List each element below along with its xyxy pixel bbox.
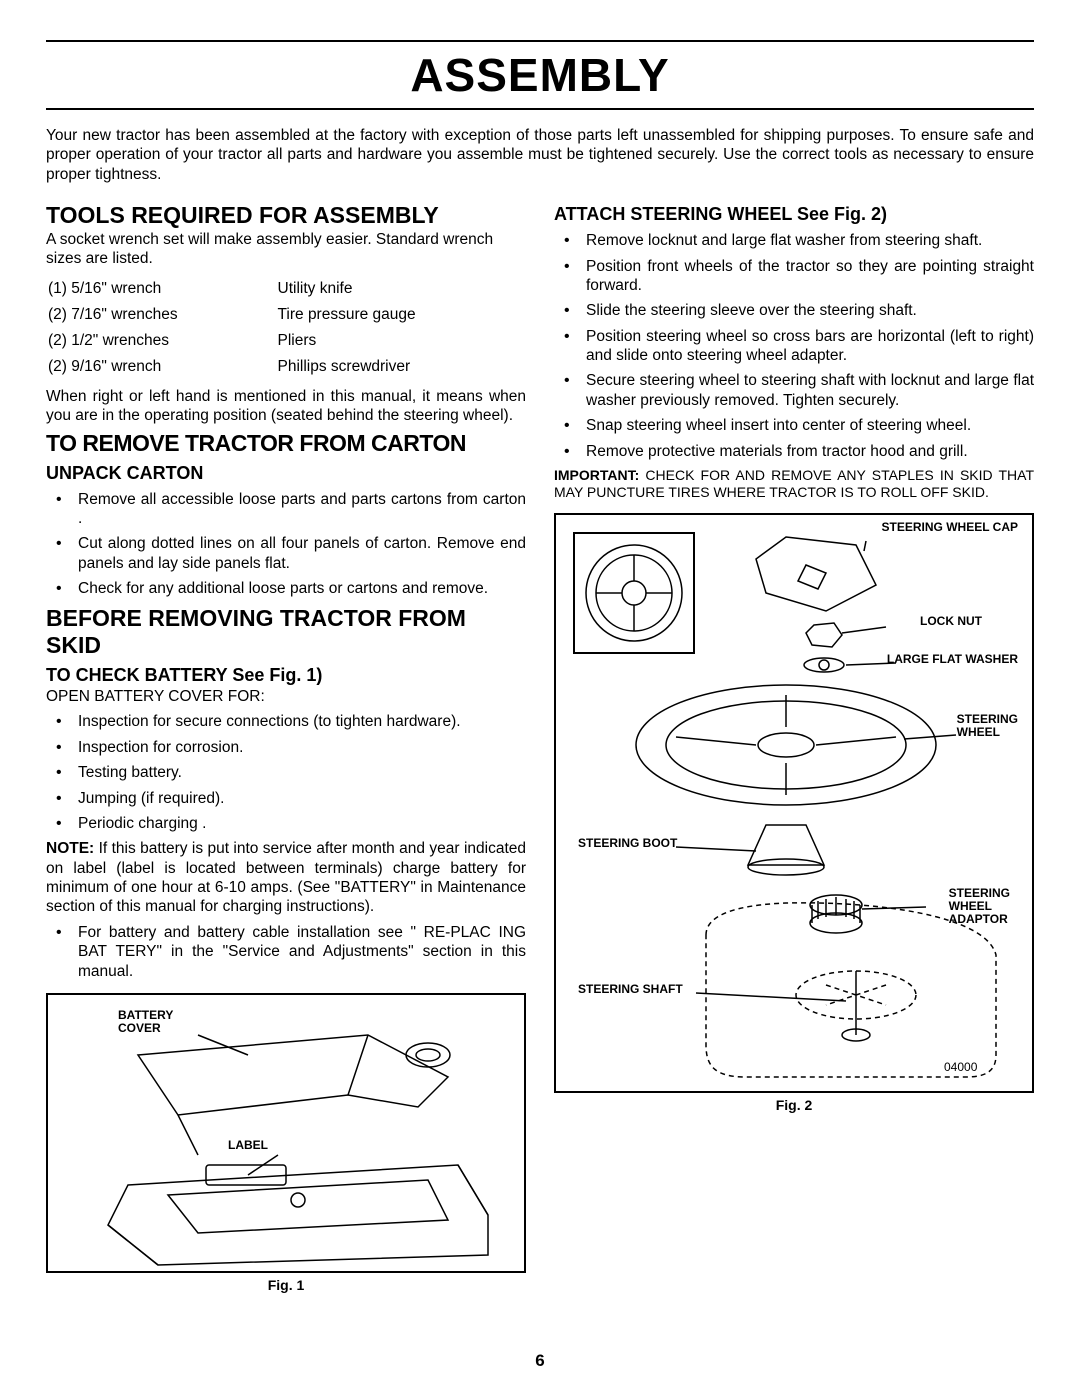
left-column: TOOLS REQUIRED FOR ASSEMBLY A socket wre… [46,198,526,1293]
note-body: If this battery is put into service afte… [46,840,526,915]
fig2-label-locknut: LOCK NUT [920,615,982,628]
fig1-label-label: LABEL [228,1139,268,1152]
list-item: Jumping (if required). [46,789,526,808]
rule-top [46,40,1034,42]
figure-2-part-number: 04000 [944,1060,978,1074]
page-title: ASSEMBLY [46,48,1034,102]
figure-2-box: 04000 STEERING WHEEL CAP LOCK NUT LARGE … [554,513,1034,1093]
two-column-layout: TOOLS REQUIRED FOR ASSEMBLY A socket wre… [46,198,1034,1293]
table-cell: (2) 7/16" wrenches [48,303,276,327]
table-row: (1) 5/16" wrenchUtility knife [48,277,524,301]
fig2-label-shaft: STEERING SHAFT [578,983,683,996]
list-item: Position front wheels of the tractor so … [554,257,1034,296]
fig1-label-battery-cover: BATTERY COVER [118,1009,173,1035]
list-item: Snap steering wheel insert into center o… [554,416,1034,435]
list-item: Remove all accessible loose parts and pa… [46,490,526,529]
list-item: Position steering wheel so cross bars ar… [554,327,1034,366]
table-row: (2) 9/16" wrenchPhillips screwdriver [48,355,524,379]
table-cell: Phillips screwdriver [278,355,524,379]
list-item: Inspection for secure connections (to ti… [46,712,526,731]
figure-1-box: BATTERY COVER LABEL [46,993,526,1273]
list-item: Check for any additional loose parts or … [46,579,526,598]
list-item: Remove locknut and large flat washer fro… [554,231,1034,250]
battery-heading: TO CHECK BATTERY See Fig. 1) [46,665,526,686]
table-cell: Tire pressure gauge [278,303,524,327]
figure-2-illustration: 04000 [556,515,1032,1095]
tools-table: (1) 5/16" wrenchUtility knife(2) 7/16" w… [46,275,526,381]
right-column: ATTACH STEERING WHEEL See Fig. 2) Remove… [554,198,1034,1293]
table-cell: (2) 1/2" wrenches [48,329,276,353]
list-item: Slide the steering sleeve over the steer… [554,301,1034,320]
list-item: Cut along dotted lines on all four panel… [46,534,526,573]
fig1-caption: Fig. 1 [46,1277,526,1293]
hand-note: When right or left hand is mentioned in … [46,387,526,426]
battery-see-list: For battery and battery cable installati… [46,923,526,981]
attach-list: Remove locknut and large flat washer fro… [554,231,1034,461]
unpack-heading: UNPACK CARTON [46,463,526,484]
table-row: (2) 7/16" wrenchesTire pressure gauge [48,303,524,327]
table-cell: (1) 5/16" wrench [48,277,276,301]
note-prefix: NOTE: [46,840,94,857]
fig2-label-boot: STEERING BOOT [578,837,677,850]
fig2-label-cap: STEERING WHEEL CAP [882,521,1018,534]
battery-list: Inspection for secure connections (to ti… [46,712,526,833]
table-cell: (2) 9/16" wrench [48,355,276,379]
tools-intro: A socket wrench set will make assembly e… [46,231,526,269]
fig2-caption: Fig. 2 [554,1097,1034,1113]
list-item: Remove protective materials from tractor… [554,442,1034,461]
rule-under-title [46,108,1034,110]
attach-heading: ATTACH STEERING WHEEL See Fig. 2) [554,204,1034,225]
important-note: IMPORTANT: CHECK FOR AND REMOVE ANY STAP… [554,467,1034,501]
fig2-label-washer: LARGE FLAT WASHER [887,653,1018,666]
unpack-list: Remove all accessible loose parts and pa… [46,490,526,599]
figure-1-illustration [48,995,524,1275]
table-cell: Pliers [278,329,524,353]
battery-note: NOTE: If this battery is put into servic… [46,839,526,917]
important-prefix: IMPORTANT: [554,467,639,483]
list-item: Secure steering wheel to steering shaft … [554,371,1034,410]
battery-open: OPEN BATTERY COVER FOR: [46,688,526,707]
fig2-label-adaptor: STEERING WHEEL ADAPTOR [949,887,1010,927]
before-heading: BEFORE REMOVING TRACTOR FROM SKID [46,605,526,659]
battery-see-item: For battery and battery cable installati… [46,923,526,981]
tools-heading: TOOLS REQUIRED FOR ASSEMBLY [46,202,526,229]
list-item: Testing battery. [46,763,526,782]
list-item: Inspection for corrosion. [46,738,526,757]
fig2-label-wheel: STEERING WHEEL [957,713,1018,739]
remove-heading: TO REMOVE TRACTOR FROM CARTON [46,430,526,457]
intro-text: Your new tractor has been assembled at t… [46,126,1034,184]
table-row: (2) 1/2" wrenchesPliers [48,329,524,353]
list-item: Periodic charging . [46,814,526,833]
table-cell: Utility knife [278,277,524,301]
page-number: 6 [535,1351,544,1371]
